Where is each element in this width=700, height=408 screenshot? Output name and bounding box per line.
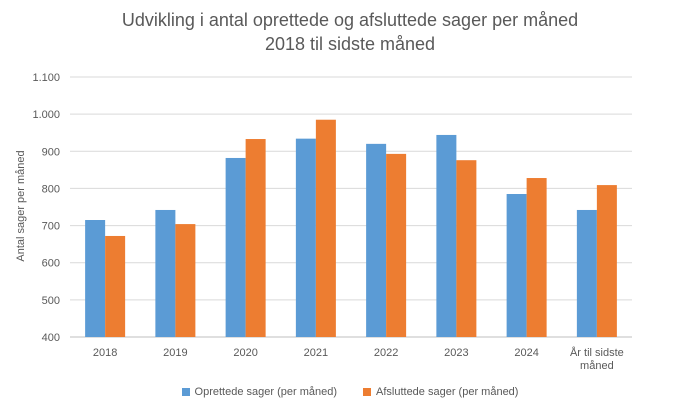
chart-title-line-1: Udvikling i antal oprettede og afslutted… [121, 10, 579, 30]
bar-afsluttede [386, 153, 407, 337]
legend-item-afsluttede: Afsluttede sager (per måned) [363, 386, 518, 398]
y-tick-label: 900 [42, 146, 60, 158]
x-tick-label: 2021 [304, 347, 328, 359]
bar-afsluttede [245, 139, 266, 337]
bar-afsluttede [526, 178, 547, 337]
bar-oprettede [576, 209, 597, 337]
x-tick-label: 2022 [374, 347, 398, 359]
gridlines [70, 76, 632, 338]
legend-label-afsluttede: Afsluttede sager (per måned) [376, 386, 519, 398]
legend-label-oprettede: Oprettede sager (per måned) [194, 386, 337, 398]
y-tick-label: 800 [42, 183, 60, 195]
legend-swatch-oprettede [181, 388, 190, 396]
y-tick-label: 1.100 [32, 72, 60, 84]
y-tick-label: 1.000 [32, 109, 60, 121]
bar-oprettede [366, 143, 387, 337]
x-tick-label: 2020 [233, 347, 257, 359]
x-tick-label: 2024 [514, 347, 538, 359]
bar-oprettede [436, 134, 457, 337]
legend-item-oprettede: Oprettede sager (per måned) [181, 386, 337, 398]
y-tick-label: 600 [42, 258, 60, 270]
bar-oprettede [85, 220, 106, 337]
y-axis-label: Antal sager per måned [15, 150, 27, 261]
bar-oprettede [155, 209, 176, 337]
x-tick-label: 2018 [93, 347, 117, 359]
x-tick-labels: 2018 2019 2020 2021 2022 2023 2024 År til sidst… [93, 346, 624, 372]
bar-afsluttede [105, 235, 126, 337]
bar-afsluttede [596, 185, 617, 337]
y-tick-labels: 400 500 600 700 800 900 1.000 1.100 [32, 72, 60, 344]
y-tick-label: 500 [42, 295, 60, 307]
y-tick-label: 400 [42, 332, 60, 344]
bar-afsluttede [315, 119, 336, 337]
bar-oprettede [225, 157, 246, 337]
bar-afsluttede [175, 224, 196, 337]
legend: Oprettede sager (per måned) Afsluttede s… [0, 386, 700, 398]
bars [85, 119, 617, 337]
bar-oprettede [506, 194, 527, 337]
chart-title-line-2: 2018 til sidste måned [264, 34, 436, 54]
legend-swatch-afsluttede [363, 388, 371, 396]
x-tick-label: 2023 [444, 347, 468, 359]
y-tick-label: 700 [42, 221, 60, 233]
bar-oprettede [295, 138, 316, 337]
x-tick-label: År til sidste [570, 346, 624, 359]
x-tick-label: måned [580, 360, 614, 372]
bar-afsluttede [456, 160, 477, 337]
x-tick-label: 2019 [163, 347, 187, 359]
